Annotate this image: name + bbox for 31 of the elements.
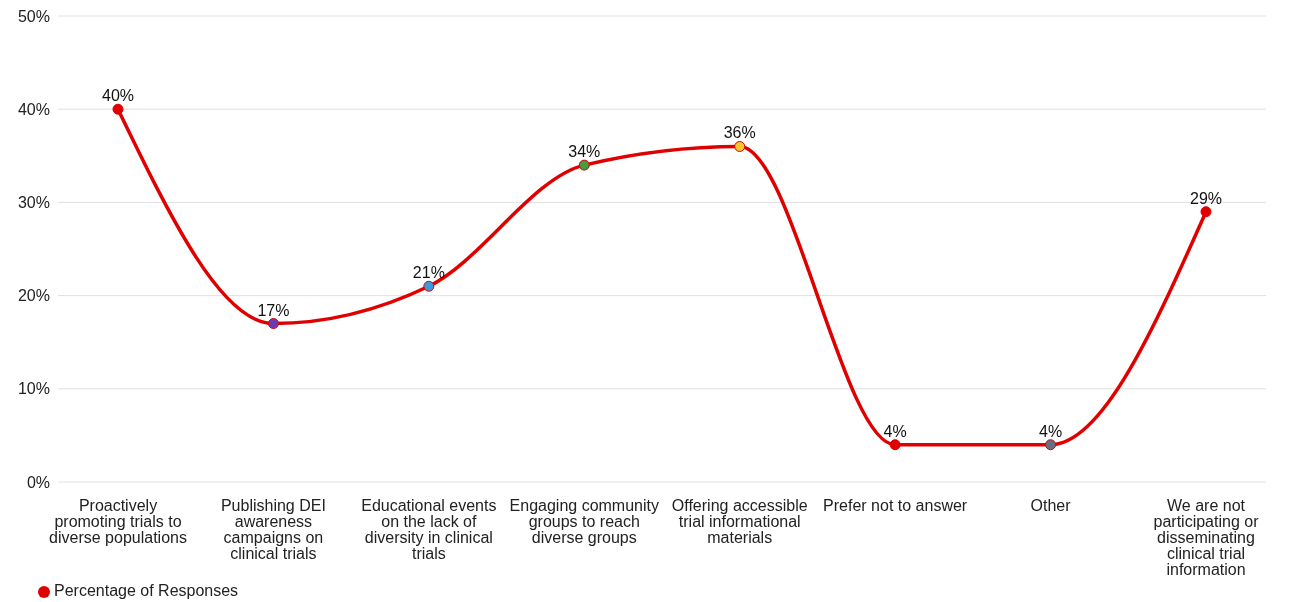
y-tick-label: 40%	[17, 100, 50, 118]
point	[267, 318, 279, 330]
y-tick-label: 10%	[17, 380, 50, 398]
y-tick-label: 20%	[17, 287, 50, 305]
point	[578, 159, 590, 171]
data-label: 17%	[257, 301, 290, 319]
data-label: 40%	[101, 87, 135, 105]
point	[889, 439, 901, 451]
data-label: 29%	[1189, 189, 1223, 207]
data-label: 4%	[1039, 422, 1063, 440]
x-tick-label: Proactively promoting trials to diverse populations	[49, 497, 187, 547]
point	[734, 140, 746, 152]
data-label: 36%	[723, 124, 756, 142]
point	[112, 103, 124, 115]
legend-label: Percentage of Responses	[54, 582, 239, 599]
point	[1200, 206, 1212, 218]
x-tick-label: Other	[1030, 497, 1072, 515]
x-tick-label: Publishing DEI awareness campaigns on clinical trials	[220, 497, 326, 563]
y-tick-label: 0%	[26, 473, 50, 491]
point	[1045, 439, 1057, 451]
point	[423, 280, 435, 292]
y-tick-label: 30%	[17, 194, 50, 212]
x-tick-label: Offering accessible trial informational materials	[671, 497, 808, 547]
data-label: 21%	[412, 264, 445, 282]
data-label: 34%	[568, 143, 601, 161]
y-tick-label: 50%	[17, 7, 50, 25]
x-tick-label: Educational events on the lack of diversity in clinical trials	[361, 497, 497, 563]
x-tick-label: We are not participating or disseminating clinical trial information	[1153, 497, 1260, 579]
data-label: 4%	[883, 422, 907, 440]
x-tick-label: Prefer not to answer	[823, 497, 968, 515]
x-tick-label: Engaging community groups to reach diverse groups	[509, 497, 659, 547]
